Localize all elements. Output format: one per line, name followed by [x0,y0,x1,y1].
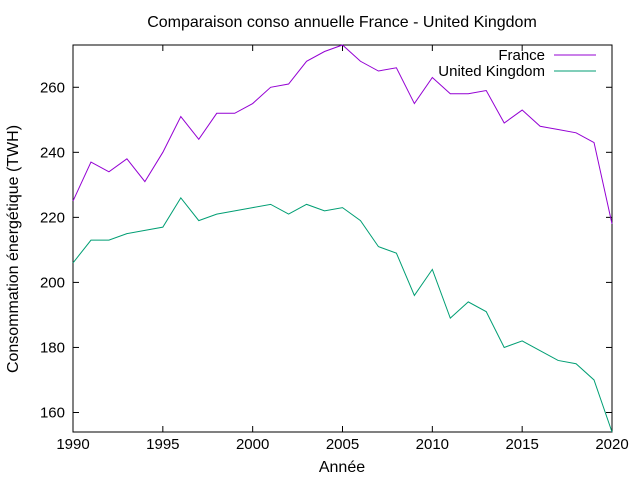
y-tick-label: 180 [40,339,65,356]
x-tick-label: 1995 [146,436,179,453]
x-tick-label: 2020 [595,436,628,453]
x-tick-label: 2010 [416,436,449,453]
chart-title: Comparaison conso annuelle France - Unit… [147,14,537,31]
y-axis: 160 180 200 220 240 260 [40,79,612,421]
series-lines [72,44,613,433]
y-tick-label: 160 [40,404,65,421]
y-tick-label: 220 [40,209,65,226]
y-tick-label: 260 [40,79,65,96]
series-line-france [72,44,613,224]
y-tick-label: 200 [40,274,65,291]
series-line-united-kingdom [72,196,613,433]
y-axis-label: Consommation énergétique (TWH) [5,125,22,373]
x-tick-label: 2005 [326,436,359,453]
x-tick-label: 2000 [236,436,269,453]
legend-label-france: France [498,47,545,64]
x-tick-label: 2015 [505,436,538,453]
legend-label-united-kingdom: United Kingdom [438,63,545,80]
x-axis-label: Année [319,459,365,476]
y-tick-label: 240 [40,144,65,161]
x-tick-label: 1990 [56,436,89,453]
x-axis: 1990 1995 2000 2005 2010 2015 2020 [56,45,629,453]
plot-frame [72,44,613,433]
